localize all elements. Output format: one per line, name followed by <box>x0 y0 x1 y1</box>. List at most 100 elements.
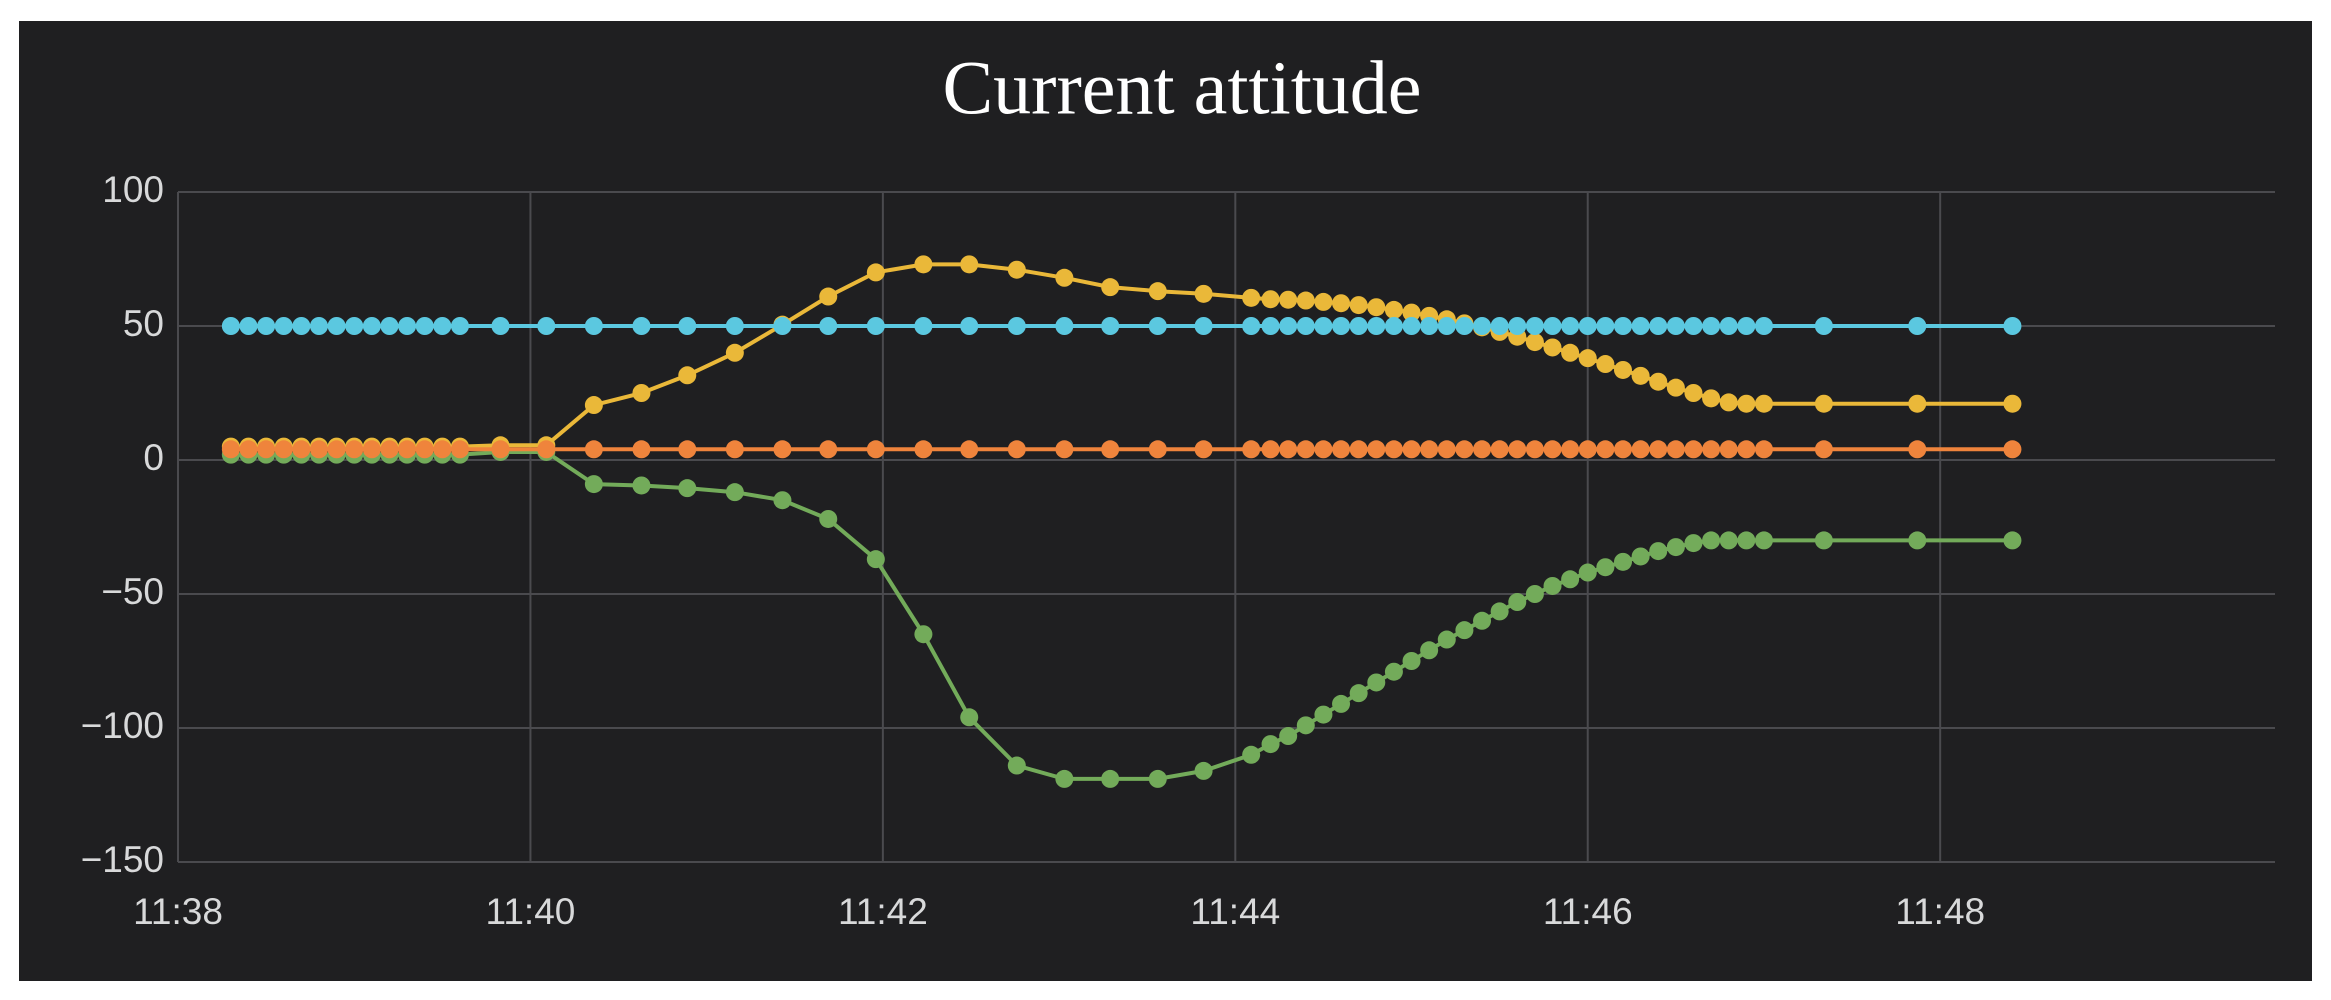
data-point <box>1420 440 1439 459</box>
data-point <box>1908 317 1927 335</box>
data-point <box>1908 440 1927 459</box>
data-point <box>309 440 328 459</box>
data-point <box>1402 317 1421 335</box>
data-point <box>450 440 469 459</box>
data-point <box>1349 440 1368 459</box>
x-tick-label: 11:40 <box>486 891 576 932</box>
x-tick-label: 11:38 <box>133 891 223 932</box>
data-point <box>725 343 744 362</box>
data-point <box>1473 440 1492 459</box>
data-point <box>632 384 651 402</box>
data-point <box>1543 338 1562 357</box>
data-point <box>1490 602 1509 621</box>
data-point <box>2003 317 2022 335</box>
data-point <box>1455 317 1474 335</box>
data-point <box>1814 531 1833 550</box>
data-point <box>1148 282 1167 301</box>
data-point <box>1578 563 1597 582</box>
data-point <box>221 317 240 335</box>
data-point <box>1666 538 1685 557</box>
data-point <box>1242 745 1261 764</box>
data-point <box>1367 673 1386 692</box>
data-point <box>1384 317 1403 335</box>
data-point <box>819 317 838 335</box>
data-point <box>1649 542 1668 561</box>
data-point <box>537 440 556 459</box>
data-point <box>1684 534 1703 553</box>
data-point <box>1543 576 1562 595</box>
data-point <box>1055 317 1074 335</box>
data-point <box>1148 769 1167 788</box>
data-point <box>1525 585 1544 603</box>
data-point <box>257 317 276 335</box>
data-point <box>1296 716 1315 735</box>
data-point <box>1455 440 1474 459</box>
data-point <box>1349 296 1368 315</box>
data-point <box>1525 440 1544 459</box>
data-point <box>1261 735 1280 754</box>
data-point <box>1420 641 1439 660</box>
data-point <box>1101 440 1120 459</box>
data-point <box>1666 378 1685 397</box>
data-point <box>1649 317 1668 335</box>
data-point <box>1007 260 1026 279</box>
data-point <box>2003 394 2022 413</box>
data-point <box>1279 317 1298 335</box>
data-point <box>1666 440 1685 459</box>
data-point <box>1613 440 1632 459</box>
data-point <box>584 396 603 415</box>
data-point <box>1367 317 1386 335</box>
data-point <box>584 440 603 459</box>
data-point <box>1508 317 1527 335</box>
data-point <box>1578 349 1597 368</box>
data-point <box>1719 393 1738 412</box>
data-point <box>773 317 792 335</box>
data-point <box>1702 440 1721 459</box>
data-point <box>1367 440 1386 459</box>
data-point <box>1194 440 1213 459</box>
data-point <box>309 317 328 335</box>
data-point <box>1261 290 1280 309</box>
y-tick-label: −100 <box>81 705 164 746</box>
data-point <box>1296 440 1315 459</box>
data-point <box>239 317 258 335</box>
data-point <box>398 440 417 459</box>
data-point <box>1508 440 1527 459</box>
data-point <box>1314 292 1333 311</box>
data-point <box>1194 761 1213 780</box>
data-point <box>1649 440 1668 459</box>
data-point <box>239 440 258 459</box>
data-point <box>433 317 452 335</box>
data-point <box>491 317 510 335</box>
data-point <box>1332 317 1351 335</box>
data-point <box>632 476 651 495</box>
data-point <box>1384 440 1403 459</box>
data-point <box>584 317 603 335</box>
data-point <box>380 440 399 459</box>
data-point <box>1296 317 1315 335</box>
data-point <box>1666 317 1685 335</box>
data-point <box>632 440 651 459</box>
y-tick-label: 0 <box>143 437 164 478</box>
y-tick-label: −150 <box>81 839 164 880</box>
data-point <box>914 625 933 644</box>
chart-title: Current attitude <box>942 46 1421 130</box>
data-point <box>960 317 979 335</box>
data-point <box>960 440 979 459</box>
data-point <box>1279 290 1298 309</box>
data-point <box>773 440 792 459</box>
y-tick-label: 50 <box>123 303 164 344</box>
data-point <box>1332 440 1351 459</box>
data-point <box>537 317 556 335</box>
data-point <box>1455 621 1474 640</box>
data-point <box>1525 333 1544 352</box>
data-point <box>819 440 838 459</box>
data-point <box>1402 303 1421 322</box>
data-point <box>1737 317 1756 335</box>
data-point <box>1332 294 1351 313</box>
data-point <box>1596 317 1615 335</box>
data-point <box>1596 558 1615 577</box>
data-point <box>1702 531 1721 550</box>
data-point <box>1314 705 1333 724</box>
data-point <box>1508 593 1527 612</box>
